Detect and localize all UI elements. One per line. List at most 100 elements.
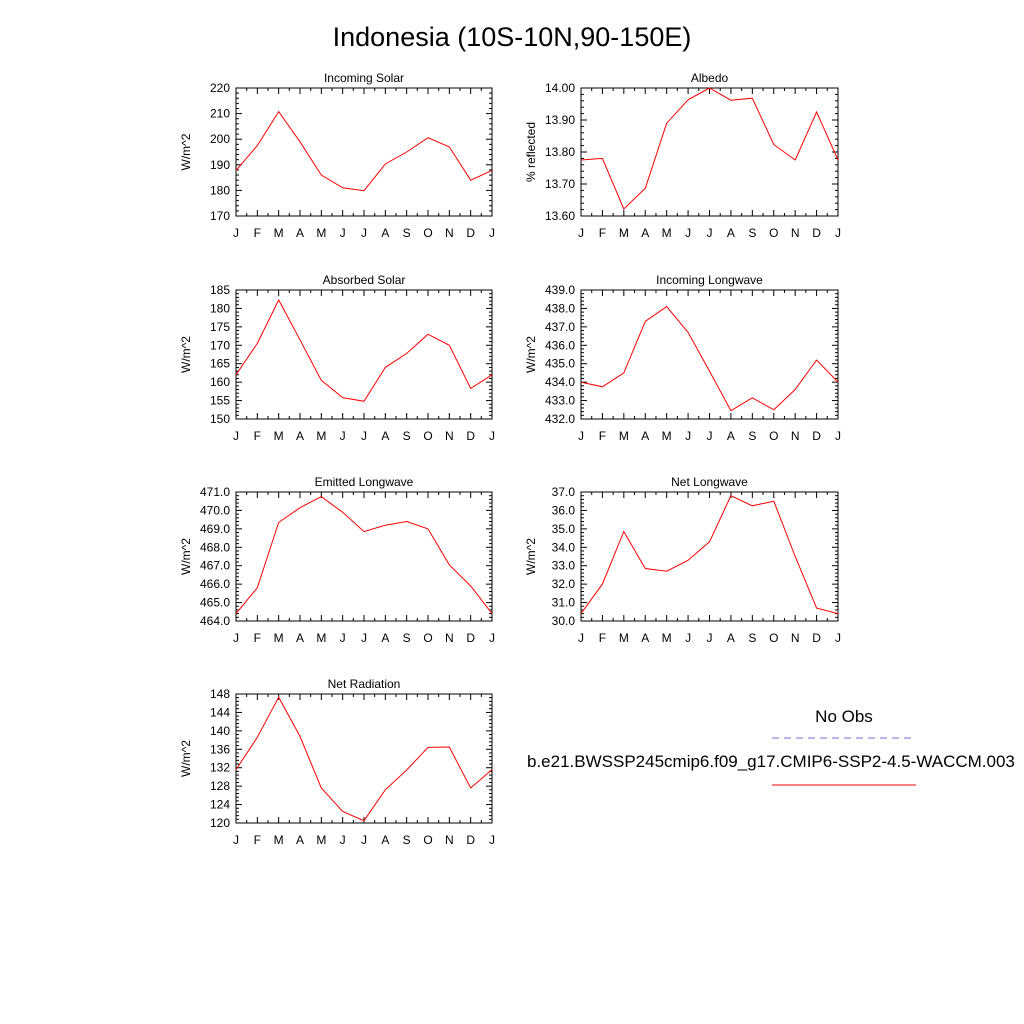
y-tick-label: 31.0	[552, 596, 576, 610]
y-tick-label: 435.0	[545, 357, 575, 371]
y-axis-label: W/m^2	[179, 538, 193, 575]
x-tick-label: A	[381, 226, 389, 240]
y-tick-label: 436.0	[545, 338, 575, 352]
y-tick-label: 439.0	[545, 283, 575, 297]
x-tick-label: M	[316, 631, 326, 645]
x-tick-label: J	[361, 429, 367, 443]
y-tick-label: 33.0	[552, 559, 576, 573]
y-tick-label: 200	[210, 132, 230, 146]
panel-title: Net Longwave	[671, 475, 748, 489]
y-tick-label: 13.90	[545, 113, 575, 127]
x-tick-label: A	[641, 631, 649, 645]
x-tick-label: J	[685, 226, 691, 240]
y-axis-label: W/m^2	[179, 336, 193, 373]
x-tick-label: A	[641, 429, 649, 443]
legend-obs-label: No Obs	[815, 707, 873, 726]
y-tick-label: 210	[210, 107, 230, 121]
y-tick-label: 175	[210, 320, 230, 334]
x-tick-label: D	[466, 429, 475, 443]
x-tick-label: S	[403, 429, 411, 443]
x-tick-label: J	[578, 226, 584, 240]
x-tick-label: D	[466, 226, 475, 240]
y-tick-label: 124	[210, 798, 230, 812]
y-tick-label: 220	[210, 81, 230, 95]
x-tick-label: J	[578, 631, 584, 645]
x-tick-label: O	[423, 833, 432, 847]
legend: No Obs b.e21.BWSSP245cmip6.f09_g17.CMIP6…	[527, 707, 1015, 786]
y-tick-label: 437.0	[545, 320, 575, 334]
x-tick-label: S	[403, 226, 411, 240]
x-tick-label: J	[340, 429, 346, 443]
y-tick-label: 13.60	[545, 209, 575, 223]
y-tick-label: 32.0	[552, 577, 576, 591]
x-tick-label: F	[254, 833, 261, 847]
x-tick-label: J	[340, 631, 346, 645]
plot-frame	[580, 87, 839, 217]
y-tick-label: 160	[210, 375, 230, 389]
panel-title: Absorbed Solar	[323, 273, 406, 287]
panel-title: Net Radiation	[328, 677, 401, 691]
y-tick-label: 471.0	[200, 485, 230, 499]
x-tick-label: J	[489, 429, 495, 443]
x-tick-label: J	[835, 631, 841, 645]
y-tick-label: 136	[210, 742, 230, 756]
panel-title: Incoming Solar	[324, 71, 404, 85]
x-tick-label: J	[835, 226, 841, 240]
y-tick-label: 148	[210, 687, 230, 701]
x-tick-label: A	[296, 833, 304, 847]
x-tick-label: J	[361, 226, 367, 240]
x-tick-label: M	[274, 833, 284, 847]
plot-frame	[235, 87, 493, 217]
y-tick-label: 30.0	[552, 614, 576, 628]
x-tick-label: O	[769, 226, 778, 240]
y-axis-label: W/m^2	[524, 538, 538, 575]
x-tick-label: A	[296, 631, 304, 645]
x-tick-label: M	[274, 631, 284, 645]
x-tick-label: A	[641, 226, 649, 240]
y-tick-label: 464.0	[200, 614, 230, 628]
x-tick-label: M	[662, 226, 672, 240]
figure-title: Indonesia (10S-10N,90-150E)	[333, 22, 692, 52]
x-tick-label: M	[662, 429, 672, 443]
x-tick-label: M	[274, 429, 284, 443]
x-tick-label: J	[233, 833, 239, 847]
x-tick-label: D	[466, 631, 475, 645]
y-tick-label: 465.0	[200, 596, 230, 610]
x-tick-label: J	[233, 429, 239, 443]
y-tick-label: 13.70	[545, 177, 575, 191]
x-tick-label: S	[748, 429, 756, 443]
y-tick-label: 467.0	[200, 559, 230, 573]
y-tick-label: 13.80	[545, 145, 575, 159]
x-tick-label: M	[662, 631, 672, 645]
x-tick-label: F	[254, 631, 261, 645]
y-tick-label: 170	[210, 209, 230, 223]
y-tick-label: 140	[210, 724, 230, 738]
y-tick-label: 155	[210, 394, 230, 408]
plot-frame	[580, 289, 839, 420]
series-line	[235, 298, 493, 402]
x-tick-label: S	[748, 631, 756, 645]
x-tick-label: M	[274, 226, 284, 240]
x-tick-label: A	[727, 631, 735, 645]
y-tick-label: 185	[210, 283, 230, 297]
y-tick-label: 36.0	[552, 503, 576, 517]
x-tick-label: A	[727, 429, 735, 443]
x-tick-label: J	[685, 429, 691, 443]
panel-title: Incoming Longwave	[656, 273, 763, 287]
series-line	[580, 305, 839, 412]
x-tick-label: F	[254, 429, 261, 443]
y-tick-label: 466.0	[200, 577, 230, 591]
y-axis-label: % reflected	[524, 122, 538, 182]
x-tick-label: J	[489, 226, 495, 240]
x-tick-label: F	[599, 631, 606, 645]
x-tick-label: F	[599, 429, 606, 443]
y-tick-label: 34.0	[552, 540, 576, 554]
x-tick-label: O	[423, 226, 432, 240]
y-tick-label: 190	[210, 158, 230, 172]
x-tick-label: S	[748, 226, 756, 240]
